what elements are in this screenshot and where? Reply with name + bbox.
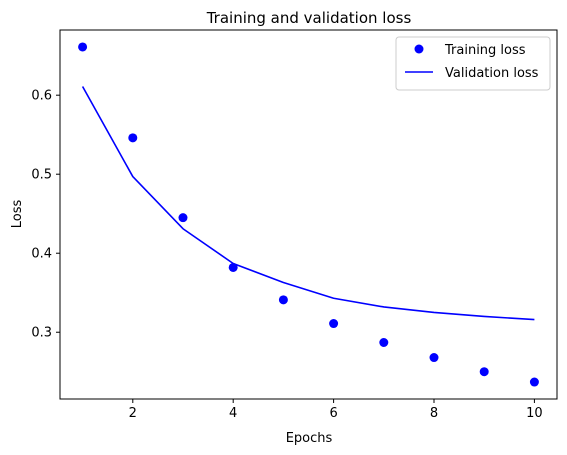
data-point-training-loss xyxy=(529,377,539,387)
x-axis: 2 4 6 8 10 xyxy=(129,399,543,421)
x-axis-label: Epochs xyxy=(286,431,333,446)
data-point-training-loss xyxy=(429,353,439,363)
data-point-training-loss xyxy=(329,319,339,329)
legend-marker-training-loss xyxy=(414,44,424,54)
series-line-validation-loss xyxy=(81,86,535,321)
legend: Training loss Validation loss xyxy=(395,36,551,91)
y-tick-label: 0.5 xyxy=(31,168,52,183)
plot-frame xyxy=(59,29,558,400)
data-point-training-loss xyxy=(479,367,489,377)
plot-area xyxy=(59,29,558,400)
x-tick-label: 8 xyxy=(430,406,438,421)
data-point-training-loss xyxy=(278,295,288,305)
data-point-training-loss xyxy=(128,133,138,143)
y-tick-label: 0.6 xyxy=(31,89,52,104)
chart-title: Training and validation loss xyxy=(206,9,412,27)
y-tick-label: 0.4 xyxy=(31,247,52,262)
legend-box xyxy=(395,36,551,91)
x-tick-label: 2 xyxy=(129,406,137,421)
legend-label-validation-loss: Validation loss xyxy=(445,66,539,81)
y-tick-label: 0.3 xyxy=(31,326,52,341)
data-point-training-loss xyxy=(178,213,188,223)
data-point-training-loss xyxy=(379,338,389,348)
data-point-training-loss xyxy=(78,42,88,52)
x-tick-label: 6 xyxy=(329,406,337,421)
y-axis: 0.3 0.4 0.5 0.6 xyxy=(31,89,60,341)
y-axis-label: Loss xyxy=(10,200,25,229)
series-layer xyxy=(78,42,539,387)
legend-label-training-loss: Training loss xyxy=(444,43,526,58)
x-tick-label: 4 xyxy=(229,406,237,421)
x-tick-label: 10 xyxy=(526,406,543,421)
